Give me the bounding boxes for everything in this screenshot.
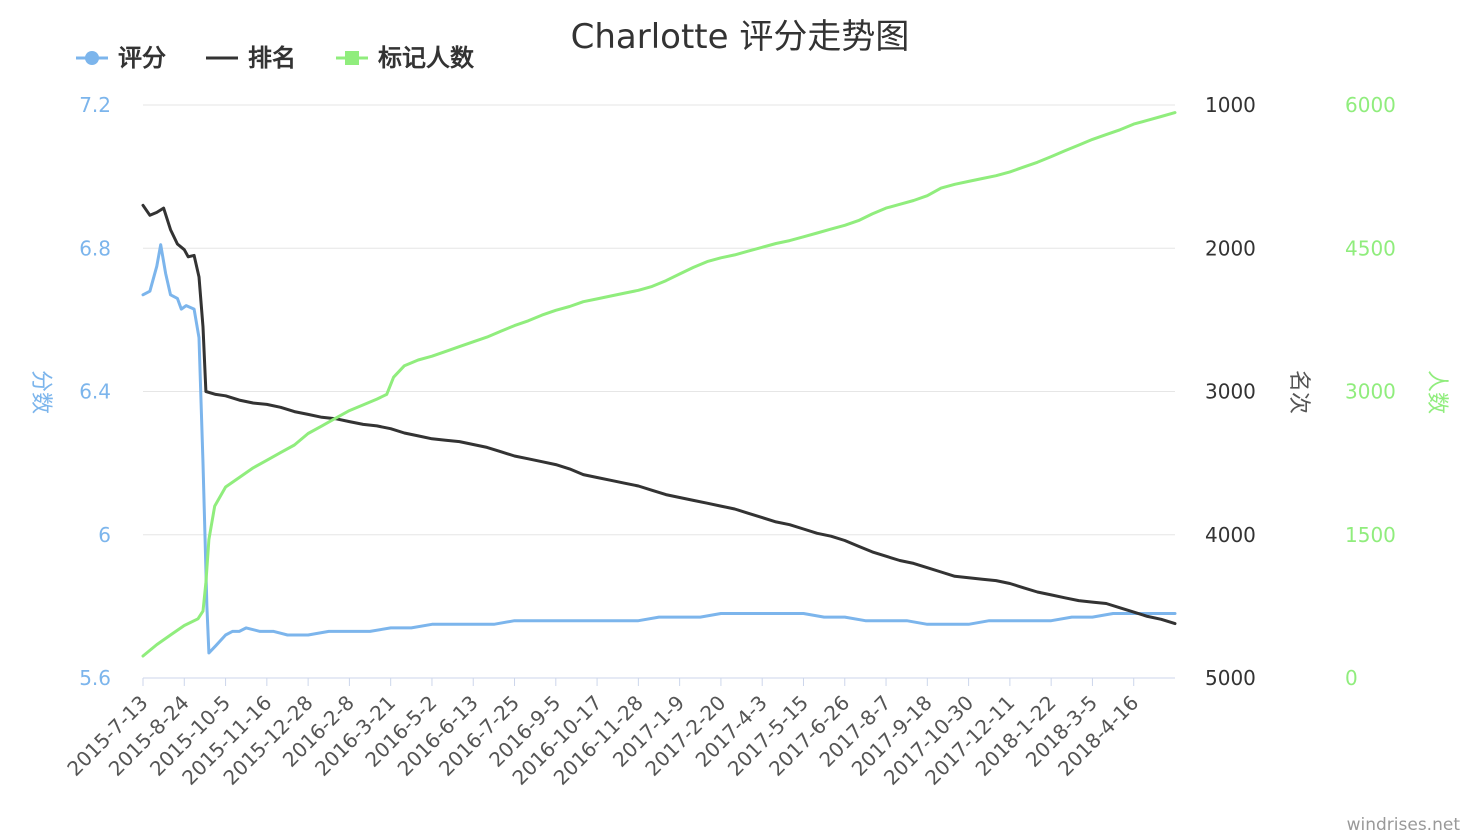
score-tick-label: 6.8 — [79, 236, 111, 260]
axes: 5.6 6 6.4 6.8 7.2 1000 2000 3000 4000 5000 0 1500 30… — [28, 93, 1449, 790]
score-tick-label: 5.6 — [79, 666, 111, 690]
series-line-rank[interactable] — [141, 203, 1177, 626]
legend-label: 标记人数 — [378, 44, 475, 72]
legend-label: 排名 — [248, 44, 296, 72]
count-tick-label: 3000 — [1345, 380, 1396, 404]
series-line-score[interactable] — [141, 243, 1177, 655]
count-tick-label: 6000 — [1345, 93, 1396, 117]
legend-marker — [345, 51, 359, 65]
series-lines — [141, 111, 1177, 658]
rank-tick-label: 5000 — [1205, 666, 1256, 690]
score-tick-label: 6.4 — [79, 380, 111, 404]
legend: 评分 排名 标记人数 — [76, 44, 475, 72]
rank-axis-title: 名次 — [1286, 370, 1311, 414]
count-tick-label: 4500 — [1345, 236, 1396, 260]
score-tick-label: 7.2 — [79, 93, 111, 117]
score-axis-title: 分数 — [28, 370, 53, 414]
legend-item-count[interactable]: 标记人数 — [336, 44, 475, 72]
credit-text[interactable]: windrises.net — [1347, 815, 1461, 835]
legend-label: 评分 — [118, 44, 166, 72]
legend-marker — [85, 51, 99, 65]
rank-tick-label: 2000 — [1205, 236, 1256, 260]
count-tick-label: 0 — [1345, 666, 1358, 690]
rank-tick-label: 3000 — [1205, 380, 1256, 404]
count-axis-title: 人数 — [1424, 370, 1449, 414]
count-tick-label: 1500 — [1345, 523, 1396, 547]
legend-item-score[interactable]: 评分 — [76, 44, 166, 72]
series-line-count[interactable] — [141, 111, 1177, 658]
rank-tick-label: 1000 — [1205, 93, 1256, 117]
score-tick-label: 6 — [98, 523, 111, 547]
legend-item-rank[interactable]: 排名 — [206, 44, 296, 72]
grid-lines — [143, 104, 1175, 679]
chart-title: Charlotte 评分走势图 — [571, 17, 910, 57]
rank-tick-label: 4000 — [1205, 523, 1256, 547]
